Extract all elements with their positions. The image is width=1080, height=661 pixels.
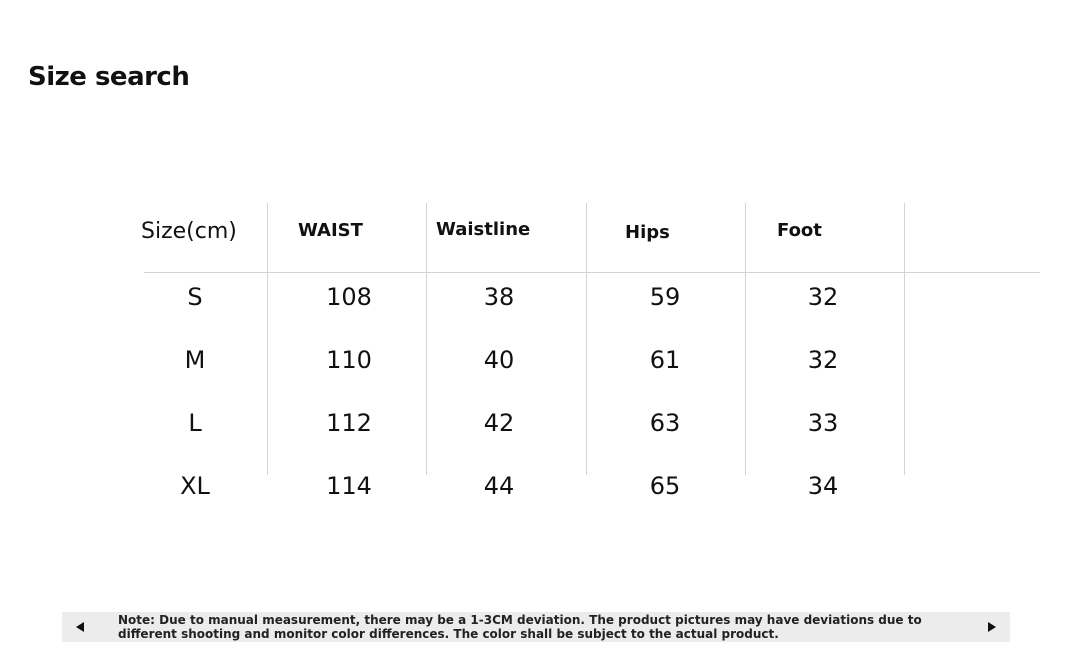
cell-value: 114 (326, 472, 372, 500)
cell-value: 110 (326, 346, 372, 374)
cell-value: 32 (807, 283, 839, 311)
cell-value: 59 (649, 283, 681, 311)
cell-value: 32 (807, 346, 839, 374)
cell-value: 61 (649, 346, 681, 374)
column-header: Hips (625, 222, 670, 243)
column-divider (904, 203, 905, 475)
size-label: XL (180, 472, 210, 500)
size-label: S (187, 283, 203, 311)
column-header: WAIST (298, 220, 363, 241)
cell-value: 34 (807, 472, 839, 500)
cell-value: 33 (807, 409, 839, 437)
cell-value: 42 (483, 409, 515, 437)
column-header: Size(cm) (141, 219, 237, 244)
note-bar (62, 612, 1010, 642)
cell-value: 108 (326, 283, 372, 311)
cell-value: 65 (649, 472, 681, 500)
column-divider (267, 203, 268, 475)
column-divider (586, 203, 587, 475)
column-header: Foot (777, 220, 822, 241)
column-divider (745, 203, 746, 475)
cell-value: 112 (326, 409, 372, 437)
size-label: L (188, 409, 202, 437)
cell-value: 38 (483, 283, 515, 311)
next-arrow[interactable] (986, 621, 998, 633)
column-divider (426, 203, 427, 475)
page-title: Size search (28, 62, 190, 92)
column-header: Waistline (436, 219, 531, 240)
cell-value: 44 (483, 472, 515, 500)
cell-value: 40 (483, 346, 515, 374)
size-label: M (184, 346, 206, 374)
cell-value: 63 (649, 409, 681, 437)
note-text: Note: Due to manual measurement, there m… (118, 613, 922, 641)
prev-arrow[interactable] (74, 621, 86, 633)
header-divider (144, 272, 1040, 273)
